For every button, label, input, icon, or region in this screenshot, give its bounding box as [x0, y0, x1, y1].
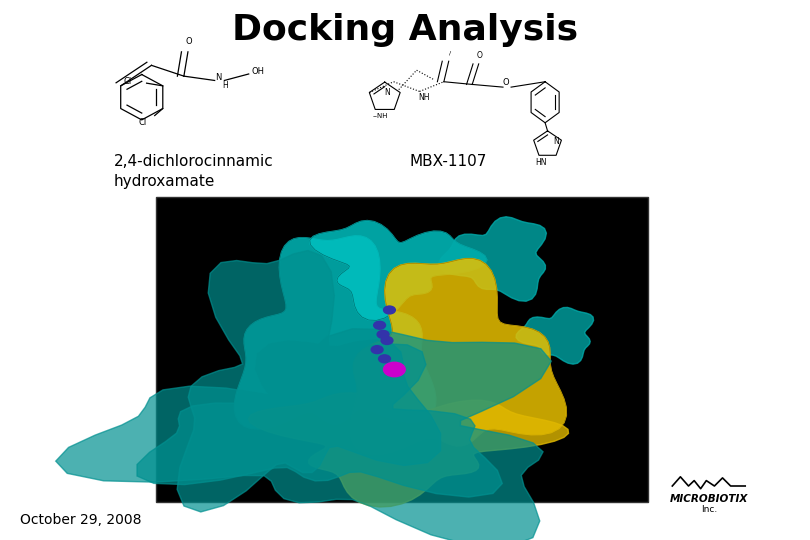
Text: N: N: [384, 89, 390, 97]
Circle shape: [377, 330, 389, 339]
Text: O: O: [185, 37, 192, 46]
Polygon shape: [235, 236, 436, 429]
Text: Cl: Cl: [139, 118, 147, 126]
Text: Docking Analysis: Docking Analysis: [232, 13, 578, 46]
Text: N: N: [552, 137, 559, 146]
Polygon shape: [249, 393, 569, 507]
Text: 2,4-dichlorocinnamic
hydroxamate: 2,4-dichlorocinnamic hydroxamate: [113, 154, 273, 188]
Circle shape: [371, 346, 383, 354]
Polygon shape: [310, 220, 487, 320]
Text: Inc.: Inc.: [701, 505, 717, 514]
Polygon shape: [177, 251, 441, 512]
Text: H: H: [222, 82, 228, 90]
Text: Cl: Cl: [124, 77, 132, 85]
Circle shape: [373, 321, 386, 329]
Text: HN: HN: [535, 158, 547, 167]
Text: October 29, 2008: October 29, 2008: [20, 512, 142, 526]
Text: MICROBIOTIX: MICROBIOTIX: [670, 495, 748, 504]
Polygon shape: [137, 341, 502, 497]
Circle shape: [384, 362, 405, 377]
FancyBboxPatch shape: [156, 197, 648, 502]
Circle shape: [384, 306, 395, 314]
Text: OH: OH: [251, 67, 264, 76]
Text: O: O: [476, 51, 483, 59]
Circle shape: [378, 355, 390, 363]
Text: MBX-1107: MBX-1107: [410, 154, 488, 169]
Polygon shape: [351, 259, 566, 454]
Text: N: N: [215, 73, 222, 82]
Polygon shape: [516, 307, 594, 364]
Polygon shape: [439, 217, 547, 301]
Circle shape: [381, 336, 393, 345]
Text: NH: NH: [419, 93, 430, 103]
Text: O: O: [503, 78, 509, 87]
Polygon shape: [56, 329, 552, 540]
Text: --NH: --NH: [373, 113, 389, 119]
Text: /: /: [450, 51, 451, 56]
